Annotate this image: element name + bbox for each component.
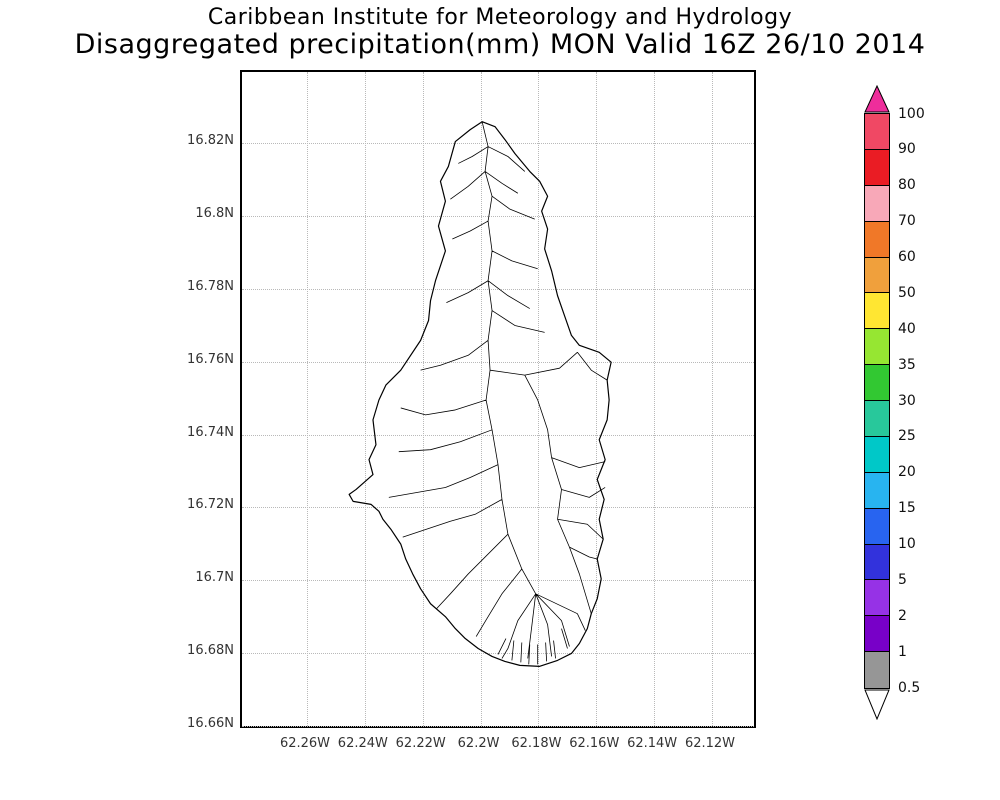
colorbar-segment — [865, 149, 889, 186]
bottom-arrow-shape — [864, 689, 890, 720]
colorbar-tick-label: 30 — [898, 392, 916, 409]
colorbar-segment — [865, 652, 889, 688]
h-gridline — [242, 726, 754, 727]
lon-tick-label: 62.2W — [457, 736, 500, 751]
lat-tick-label: 16.82N — [187, 133, 234, 148]
lat-tick-label: 16.7N — [195, 570, 234, 586]
v-gridline — [538, 72, 540, 726]
lon-tick-label: 62.14W — [627, 736, 678, 751]
colorbar-tick-label: 25 — [898, 428, 916, 445]
v-gridline — [480, 72, 482, 726]
colorbar-tick-label: 0.5 — [898, 679, 921, 696]
colorbar-tick-label: 1 — [898, 643, 907, 660]
colorbar-top-arrow — [864, 85, 890, 113]
colorbar-tick-label: 10 — [898, 536, 916, 552]
colorbar-tick-label: 60 — [898, 249, 916, 265]
v-gridline — [596, 72, 598, 726]
v-gridline — [654, 72, 656, 726]
h-gridline — [242, 580, 754, 582]
colorbar-segments — [864, 113, 890, 689]
watershed-lines — [388, 121, 608, 665]
h-gridline — [242, 143, 754, 144]
top-arrow-shape — [864, 85, 890, 113]
lon-axis: 62.26W 62.24W 62.22W 62.2W 62.18W 62.16W 62.14… — [240, 736, 756, 754]
h-gridline — [242, 215, 754, 217]
colorbar-legend: 100 90 80 70 60 50 40 35 30 25 20 15 10 5 2 1 0.5 — [864, 85, 994, 720]
colorbar-segment — [865, 544, 889, 581]
lon-tick-label: 62.18W — [511, 736, 562, 751]
colorbar-tick-label: 100 — [898, 105, 925, 122]
colorbar-tick-label: 15 — [898, 500, 916, 517]
colorbar-segment — [865, 221, 889, 258]
colorbar-segment — [865, 257, 889, 294]
v-gridline — [307, 72, 308, 726]
colorbar-segment — [865, 472, 889, 509]
lon-tick-label: 62.12W — [684, 736, 736, 751]
h-gridline — [242, 507, 754, 509]
lat-axis: 16.82N 16.8N 16.78N 16.76N 16.74N 16.72N 16.7N… — [150, 70, 234, 731]
v-gridline — [422, 72, 424, 726]
colorbar-segment — [865, 401, 889, 437]
lon-tick-label: 62.24W — [337, 736, 388, 751]
lat-tick-label: 16.76N — [187, 351, 234, 367]
colorbar-tick-label: 90 — [898, 141, 916, 158]
v-gridline — [711, 72, 713, 726]
colorbar-tick-label: 50 — [898, 284, 916, 301]
colorbar-segment — [865, 508, 889, 545]
lon-tick-label: 62.22W — [395, 736, 446, 751]
colorbar-tick-label: 70 — [898, 213, 916, 230]
colorbar-bottom-arrow — [864, 689, 890, 720]
product-title: Disaggregated precipitation(mm) MON Vali… — [74, 29, 926, 60]
lon-tick-label: 62.16W — [569, 736, 620, 751]
h-gridline — [242, 288, 754, 290]
v-gridline — [364, 72, 366, 726]
institute-title: Caribbean Institute for Meteorology and … — [207, 5, 793, 30]
colorbar-segment — [865, 293, 889, 330]
h-gridline — [242, 361, 754, 363]
colorbar-segment — [865, 436, 889, 473]
lat-tick-label: 16.74N — [187, 424, 234, 440]
lat-tick-label: 16.68N — [187, 643, 234, 659]
colorbar-tick-label: 80 — [898, 177, 916, 194]
colorbar-segment — [865, 580, 889, 617]
lat-tick-label: 16.72N — [187, 497, 234, 513]
colorbar-segment — [865, 616, 889, 653]
lat-tick-label: 16.78N — [187, 278, 234, 294]
colorbar-tick-label: 35 — [898, 356, 916, 373]
colorbar-segment — [865, 329, 889, 366]
lon-tick-label: 62.26W — [279, 736, 331, 751]
colorbar-segment — [865, 365, 889, 401]
colorbar-segment — [865, 114, 889, 150]
map-plot-area — [240, 70, 756, 728]
colorbar-tick-label: 2 — [898, 607, 907, 624]
colorbar-tick-label: 40 — [898, 320, 916, 337]
colorbar-tick-label: 5 — [898, 571, 907, 588]
lat-tick-label: 16.66N — [187, 716, 234, 731]
h-gridline — [242, 434, 754, 436]
lat-tick-label: 16.8N — [195, 205, 234, 221]
colorbar-segment — [865, 185, 889, 222]
island-outline — [348, 121, 612, 667]
island-map — [348, 121, 612, 667]
colorbar-tick-label: 20 — [898, 464, 916, 481]
